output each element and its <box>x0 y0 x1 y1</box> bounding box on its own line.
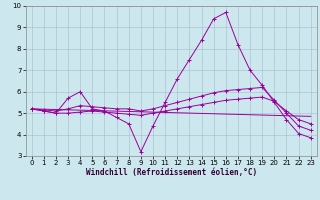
X-axis label: Windchill (Refroidissement éolien,°C): Windchill (Refroidissement éolien,°C) <box>86 168 257 177</box>
